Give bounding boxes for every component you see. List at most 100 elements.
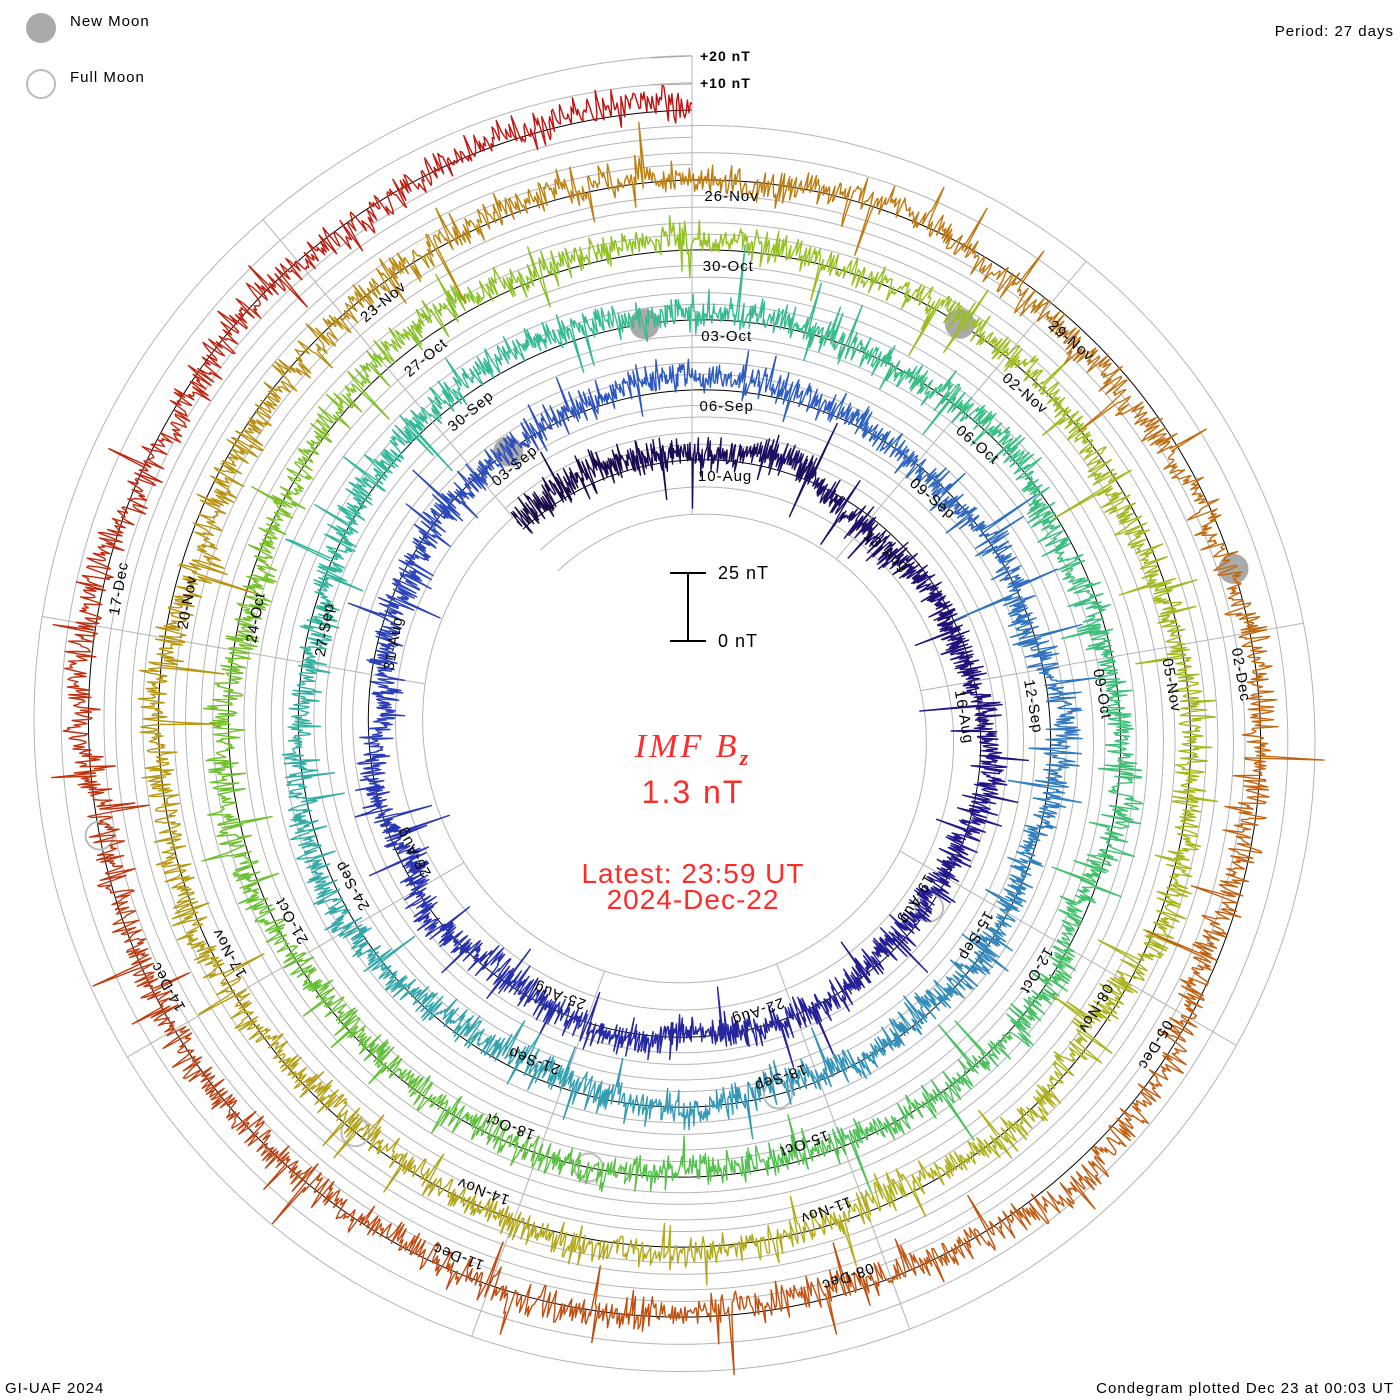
bz-trace-day-79: [250, 446, 320, 550]
bz-trace-day-124: [621, 1289, 760, 1376]
date-label: 14-Dec: [147, 959, 189, 1015]
bz-trace-day-38: [985, 829, 1044, 913]
bz-trace-day-97: [631, 1222, 753, 1286]
bz-trace-day-130: [51, 765, 150, 906]
bz-trace-day-100: [311, 1079, 408, 1193]
bz-trace-day-81: [373, 273, 477, 364]
bz-trace-day-65: [1051, 853, 1122, 953]
date-label: 27-Sep: [312, 601, 338, 658]
bz-trace-day-11: [935, 814, 1002, 883]
bz-trace-day-83: [578, 214, 693, 279]
bz-trace-day-82: [475, 246, 583, 308]
full-moon-legend-icon: [26, 69, 56, 99]
date-label: 30-Sep: [445, 387, 498, 435]
bz-trace-day-46: [411, 986, 493, 1049]
date-label: 30-Oct: [703, 258, 754, 275]
bz-trace-day-66: [1006, 945, 1077, 1048]
chart-title-subscript: z: [739, 745, 752, 770]
grid-label-plus10: +10 nT: [700, 75, 751, 91]
bz-trace-day-22: [354, 748, 433, 824]
bz-trace-day-12: [889, 871, 956, 934]
bz-trace-day-63: [1095, 657, 1135, 758]
bz-trace-day-115: [1115, 401, 1220, 512]
bz-trace-day-57: [691, 244, 791, 335]
bz-trace-day-122: [891, 1194, 1016, 1284]
bz-trace-day-2: [625, 437, 693, 501]
bz-trace-day-61: [1021, 477, 1086, 573]
bz-trace-day-112: [816, 177, 945, 256]
bz-trace-day-98: [508, 1211, 633, 1266]
bz-trace-day-110: [561, 121, 693, 223]
bz-trace-day-41: [810, 1026, 900, 1088]
bz-trace-day-113: [941, 207, 1051, 317]
bz-trace-day-52: [285, 481, 373, 582]
bz-trace-day-74: [283, 956, 368, 1049]
bz-trace-day-128: [162, 1025, 270, 1147]
latest-date: 2024-Dec-22: [606, 884, 780, 915]
chart-title: IMF Bz: [0, 728, 1386, 771]
bz-trace-day-135: [303, 174, 420, 270]
bz-trace-day-64: [1088, 755, 1144, 858]
date-label: 05-Dec: [1134, 1017, 1176, 1073]
bz-trace-day-93: [1052, 977, 1139, 1077]
period-label: Period: 27 days: [1274, 23, 1394, 40]
legend-full-moon-label: Full Moon: [70, 69, 145, 86]
bz-trace-day-132: [75, 488, 148, 625]
bz-trace-day-50: [281, 662, 331, 756]
bz-trace-day-94: [967, 1074, 1064, 1161]
date-label: 12-Sep: [1020, 678, 1046, 735]
bz-trace-day-105: [155, 521, 256, 643]
bz-trace-day-90: [1135, 643, 1217, 762]
bz-trace-day-15: [726, 1003, 798, 1068]
date-label: 17-Nov: [209, 925, 251, 981]
bz-trace-day-108: [343, 230, 467, 323]
bz-trace-day-9: [919, 681, 1003, 750]
bz-trace-day-56: [593, 299, 693, 342]
date-label: 06-Sep: [700, 398, 754, 415]
bz-trace-day-69: [741, 1114, 847, 1183]
bz-trace-day-137: [548, 83, 693, 137]
bz-trace-day-109: [435, 168, 563, 251]
bz-trace-day-30: [691, 350, 777, 402]
bz-trace-day-71: [533, 1142, 642, 1193]
bz-trace-day-107: [254, 314, 352, 418]
bz-trace-day-37: [1007, 752, 1083, 837]
bz-trace-day-23: [359, 678, 406, 750]
bz-trace-day-78: [225, 544, 278, 654]
bz-trace-day-70: [639, 1135, 744, 1192]
footer-plot-time: Condegram plotted Dec 23 at 00:03 UT: [1096, 1380, 1394, 1397]
bz-trace-day-96: [751, 1192, 872, 1267]
bz-trace-day-16: [654, 986, 728, 1061]
bz-trace-day-87: [1003, 344, 1092, 443]
scale-bar-bottom-label: 0 nT: [718, 631, 759, 651]
bz-trace-day-48: [296, 843, 363, 936]
date-label: 09-Oct: [1089, 668, 1115, 721]
bz-trace-day-32: [848, 406, 919, 474]
date-label: 10-Aug: [698, 468, 752, 485]
bz-trace-day-3: [691, 436, 759, 509]
bz-trace-day-131: [52, 621, 104, 768]
bz-trace-day-47: [337, 924, 420, 1001]
bz-trace-day-88: [1052, 433, 1150, 542]
bz-trace-day-25: [385, 523, 441, 619]
bz-trace-day-49: [281, 754, 345, 849]
bz-trace-day-19: [441, 940, 531, 999]
bz-trace-day-29: [609, 358, 693, 417]
date-label: 03-Oct: [701, 328, 752, 345]
date-label: 20-Nov: [175, 574, 201, 630]
grid-level-tick: [649, 83, 693, 86]
bz-trace-day-7: [899, 563, 958, 626]
bz-trace-day-45: [480, 1020, 576, 1091]
bz-trace-day-120: [1109, 1014, 1198, 1142]
bz-trace-day-72: [431, 1095, 540, 1168]
bz-trace-day-14: [791, 968, 862, 1063]
date-label: 26-Nov: [704, 188, 758, 205]
bz-trace-day-126: [366, 1215, 504, 1301]
bz-trace-day-42: [733, 1058, 822, 1140]
bz-trace-day-80: [306, 350, 391, 450]
bz-trace-day-31: [770, 372, 852, 425]
bz-trace-day-104: [137, 638, 225, 763]
bz-trace-day-129: [92, 900, 191, 1033]
date-label: 24-Oct: [243, 591, 269, 644]
